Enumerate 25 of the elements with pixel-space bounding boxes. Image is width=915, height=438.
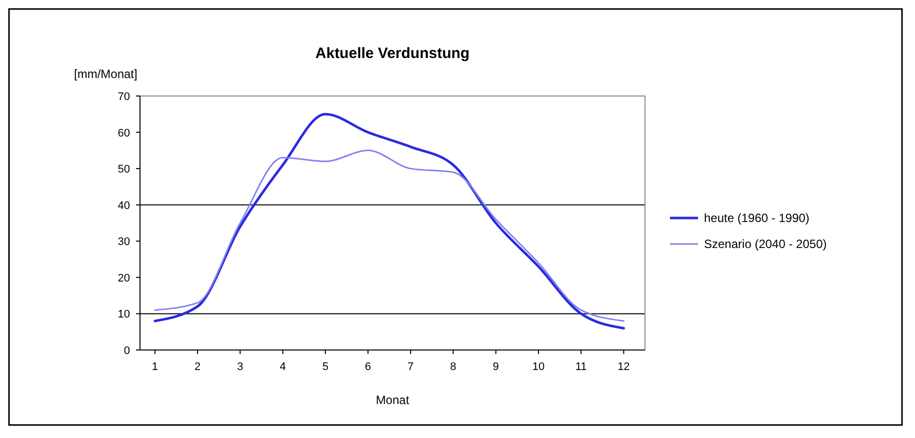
legend-label: Szenario (2040 - 2050) bbox=[704, 237, 827, 251]
y-tick-label: 50 bbox=[118, 164, 130, 176]
x-tick-label: 12 bbox=[618, 361, 630, 373]
x-tick-label: 3 bbox=[237, 361, 244, 373]
legend-label: heute (1960 - 1990) bbox=[704, 211, 810, 225]
x-tick-label: 2 bbox=[194, 361, 201, 373]
x-tick-label: 10 bbox=[532, 361, 545, 373]
x-tick-label: 4 bbox=[280, 361, 286, 373]
y-tick-label: 0 bbox=[124, 345, 130, 357]
x-axis-title: Monat bbox=[376, 393, 410, 407]
x-tick-label: 1 bbox=[152, 361, 158, 373]
y-tick-label: 60 bbox=[118, 127, 130, 140]
x-tick-label: 5 bbox=[322, 361, 328, 373]
y-tick-label: 70 bbox=[118, 91, 130, 103]
x-tick-label: 8 bbox=[450, 361, 456, 373]
y-tick-label: 20 bbox=[118, 272, 130, 284]
y-tick-label: 30 bbox=[118, 236, 130, 248]
x-tick-label: 9 bbox=[492, 361, 499, 373]
x-tick-label: 11 bbox=[575, 361, 587, 373]
y-tick-label: 10 bbox=[118, 308, 130, 321]
chart-title: Aktuelle Verdunstung bbox=[315, 45, 470, 62]
y-axis-title: [mm/Monat] bbox=[74, 67, 138, 81]
x-tick-label: 6 bbox=[364, 361, 372, 373]
y-tick-label: 40 bbox=[118, 200, 130, 212]
x-tick-label: 7 bbox=[408, 361, 414, 373]
